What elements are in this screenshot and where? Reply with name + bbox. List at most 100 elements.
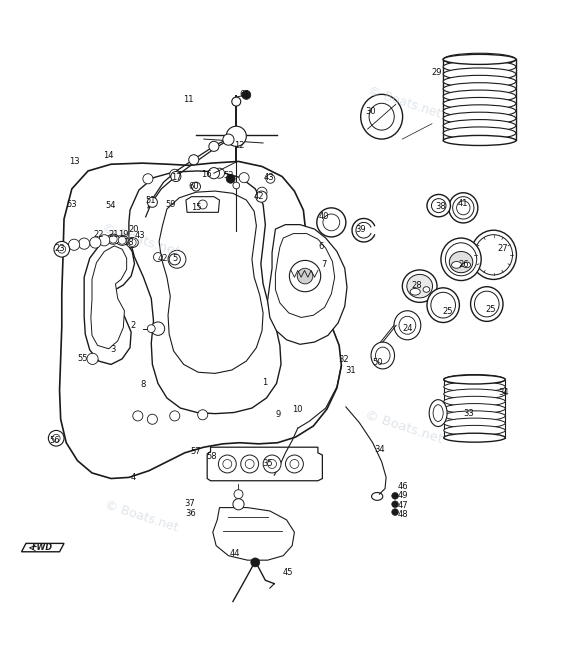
Ellipse shape (443, 83, 516, 95)
Ellipse shape (451, 262, 461, 268)
Text: 16: 16 (201, 170, 211, 179)
Ellipse shape (427, 288, 459, 323)
Text: 50: 50 (372, 358, 382, 367)
Circle shape (289, 260, 321, 291)
Ellipse shape (470, 230, 516, 280)
Circle shape (233, 182, 239, 189)
Text: 17: 17 (171, 173, 182, 182)
Text: 30: 30 (366, 107, 377, 116)
Ellipse shape (443, 90, 516, 102)
Polygon shape (21, 543, 64, 552)
Ellipse shape (443, 54, 516, 64)
Text: 23: 23 (55, 244, 65, 252)
Circle shape (245, 459, 254, 468)
Ellipse shape (407, 274, 433, 298)
Circle shape (239, 173, 249, 183)
Circle shape (233, 499, 244, 510)
Text: 36: 36 (185, 509, 196, 518)
Text: 1: 1 (261, 378, 267, 387)
Text: 25: 25 (442, 307, 453, 316)
Text: 24: 24 (402, 324, 413, 333)
Ellipse shape (443, 105, 516, 117)
Text: © Boats.net: © Boats.net (366, 85, 442, 121)
Circle shape (54, 242, 70, 257)
Circle shape (110, 235, 117, 243)
Circle shape (392, 501, 398, 507)
Text: 5: 5 (172, 254, 178, 263)
Ellipse shape (444, 375, 505, 384)
Circle shape (226, 174, 235, 183)
Ellipse shape (369, 104, 394, 130)
Ellipse shape (474, 291, 499, 317)
Ellipse shape (429, 400, 447, 426)
Polygon shape (275, 234, 335, 317)
Polygon shape (129, 171, 281, 414)
Text: 60: 60 (188, 182, 199, 191)
Circle shape (169, 254, 180, 265)
Text: 33: 33 (464, 408, 474, 418)
Text: 28: 28 (411, 280, 422, 290)
Circle shape (192, 182, 201, 191)
Polygon shape (207, 447, 323, 481)
Ellipse shape (394, 311, 421, 340)
Ellipse shape (441, 238, 481, 281)
Text: 39: 39 (356, 224, 366, 234)
Polygon shape (268, 224, 347, 345)
Circle shape (79, 238, 90, 249)
Text: 9: 9 (275, 410, 280, 419)
Circle shape (52, 434, 60, 442)
Circle shape (234, 490, 243, 499)
Circle shape (170, 169, 180, 179)
Text: 31: 31 (346, 365, 356, 374)
Text: 46: 46 (397, 482, 408, 491)
Circle shape (285, 455, 303, 473)
Circle shape (198, 410, 208, 420)
Ellipse shape (444, 404, 505, 414)
Ellipse shape (410, 288, 420, 295)
Text: 4: 4 (130, 473, 135, 482)
Text: 37: 37 (184, 499, 195, 507)
Text: 55: 55 (78, 355, 88, 363)
Text: 41: 41 (458, 199, 469, 208)
Polygon shape (84, 238, 134, 365)
Circle shape (215, 168, 224, 178)
Text: 56: 56 (50, 436, 60, 445)
Text: 38: 38 (436, 203, 446, 211)
Text: 53: 53 (66, 200, 76, 209)
Text: 42: 42 (158, 254, 168, 263)
Polygon shape (60, 161, 341, 479)
Circle shape (256, 191, 267, 203)
Ellipse shape (432, 199, 446, 212)
Circle shape (48, 430, 64, 446)
Circle shape (392, 509, 398, 515)
Ellipse shape (402, 270, 437, 302)
Text: 10: 10 (293, 404, 303, 414)
Ellipse shape (450, 252, 473, 273)
Text: 20: 20 (129, 224, 139, 234)
Ellipse shape (449, 193, 478, 223)
Ellipse shape (444, 389, 505, 399)
Ellipse shape (452, 197, 474, 219)
Text: FWD: FWD (32, 543, 53, 552)
Circle shape (241, 455, 259, 473)
Circle shape (223, 459, 232, 468)
Circle shape (90, 237, 101, 248)
Circle shape (168, 250, 186, 268)
Text: © Boats.net: © Boats.net (103, 499, 179, 535)
Text: 32: 32 (338, 355, 349, 364)
Text: 26: 26 (458, 260, 469, 270)
Ellipse shape (444, 396, 505, 406)
Text: 49: 49 (398, 491, 408, 501)
Ellipse shape (444, 382, 505, 392)
Circle shape (118, 236, 126, 244)
Text: 43: 43 (135, 231, 146, 240)
Text: 19: 19 (118, 230, 129, 239)
Ellipse shape (443, 60, 516, 73)
Circle shape (297, 268, 313, 284)
Circle shape (323, 214, 339, 231)
Polygon shape (213, 507, 294, 560)
Ellipse shape (443, 75, 516, 88)
Ellipse shape (107, 234, 119, 244)
Ellipse shape (361, 94, 402, 139)
Circle shape (257, 187, 267, 197)
